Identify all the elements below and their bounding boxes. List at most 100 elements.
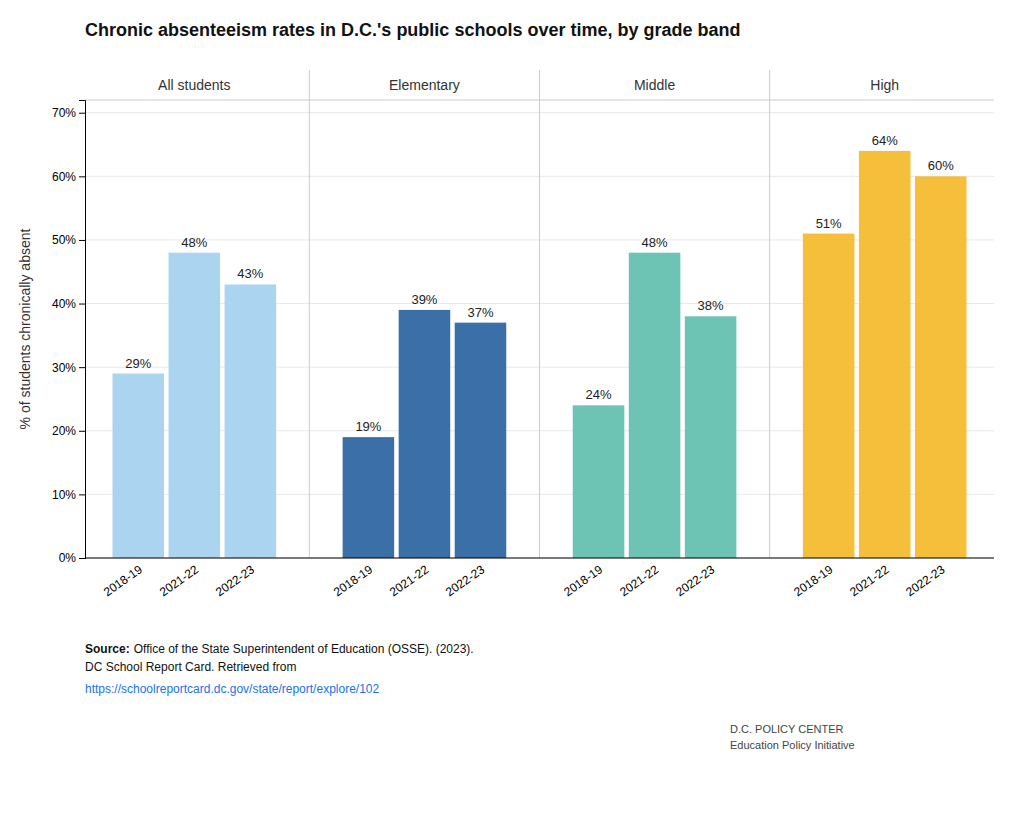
bar xyxy=(629,253,681,558)
group-divider xyxy=(309,70,310,558)
y-axis-title: % of students chronically absent xyxy=(17,229,33,430)
y-tick: 60% xyxy=(52,170,85,184)
y-tick-label: 20% xyxy=(52,424,76,438)
y-tick: 0% xyxy=(59,551,85,565)
x-tick: 2021-22 xyxy=(847,562,891,599)
bar xyxy=(112,374,164,558)
x-tick: 2022-23 xyxy=(443,562,487,599)
x-tick-label: 2022-23 xyxy=(673,562,717,599)
y-tick-mark xyxy=(79,558,85,559)
data-label: 48% xyxy=(642,235,668,250)
group-label: Middle xyxy=(634,77,675,93)
x-tick: 2021-22 xyxy=(617,562,661,599)
y-tick: 50% xyxy=(52,233,85,247)
group-divider xyxy=(539,70,540,558)
top-line xyxy=(85,100,994,101)
data-label: 51% xyxy=(816,216,842,231)
x-tick: 2022-23 xyxy=(673,562,717,599)
y-axis: 0% 10% 20% 30% 40% 50% 60% 70% xyxy=(52,101,86,566)
source-text: DC School Report Card. Retrieved from xyxy=(85,660,296,674)
bar-group xyxy=(803,151,967,558)
logo-text: D.C. POLICY CENTER xyxy=(730,723,844,735)
grid-line xyxy=(85,558,994,559)
source-text: Office of the State Superintendent of Ed… xyxy=(134,642,474,656)
y-tick-mark xyxy=(79,240,85,241)
source-label: Source: xyxy=(85,642,130,656)
bar xyxy=(573,405,625,558)
x-tick-label: 2021-22 xyxy=(617,562,661,599)
x-tick: 2022-23 xyxy=(213,562,257,599)
y-tick-mark xyxy=(79,367,85,368)
x-tick-label: 2018-19 xyxy=(561,562,605,599)
x-tick-label: 2018-19 xyxy=(101,562,145,599)
bar-group xyxy=(112,253,276,558)
y-tick-mark xyxy=(79,304,85,305)
y-tick-label: 30% xyxy=(52,361,76,375)
y-tick-label: 0% xyxy=(59,551,77,565)
x-tick-label: 2021-22 xyxy=(847,562,891,599)
data-label: 38% xyxy=(698,298,724,313)
y-tick-label: 50% xyxy=(52,233,76,247)
data-label: 48% xyxy=(181,235,207,250)
x-tick: 2021-22 xyxy=(387,562,431,599)
x-tick-label: 2021-22 xyxy=(387,562,431,599)
data-label: 29% xyxy=(125,356,151,371)
x-tick: 2021-22 xyxy=(157,562,201,599)
y-tick: 30% xyxy=(52,361,85,375)
x-tick-label: 2022-23 xyxy=(443,562,487,599)
y-tick-label: 60% xyxy=(52,170,76,184)
bar xyxy=(915,176,967,558)
x-tick-label: 2018-19 xyxy=(791,562,835,599)
data-label: 64% xyxy=(872,133,898,148)
bar xyxy=(399,310,451,558)
y-tick: 20% xyxy=(52,424,85,438)
plot: 29% 48% 43% 19% 39% 37% 24% 48% 38% 51% 64% 60% All … xyxy=(17,70,994,599)
x-tick: 2018-19 xyxy=(101,562,145,599)
y-tick: 10% xyxy=(52,488,85,502)
bar xyxy=(685,316,737,558)
x-axis-line xyxy=(85,558,994,559)
data-label: 37% xyxy=(467,305,493,320)
y-tick-label: 10% xyxy=(52,488,76,502)
data-label: 60% xyxy=(928,158,954,173)
x-tick: 2018-19 xyxy=(791,562,835,599)
dividers xyxy=(85,70,994,558)
x-axis: 2018-19 2021-22 2022-23 xyxy=(101,562,257,599)
x-tick-label: 2022-23 xyxy=(213,562,257,599)
y-tick: 40% xyxy=(52,297,85,311)
chart: Chronic absenteeism rates in D.C.'s publ… xyxy=(0,0,1024,818)
bar xyxy=(803,234,855,558)
y-tick-mark xyxy=(79,494,85,495)
x-axis: 2018-19 2021-22 2022-23 xyxy=(791,562,947,599)
y-tick-label: 70% xyxy=(52,106,76,120)
data-label: 19% xyxy=(355,419,381,434)
x-tick: 2022-23 xyxy=(903,562,947,599)
bar xyxy=(343,437,395,558)
bar-group xyxy=(343,310,507,558)
source-url: https://schoolreportcard.dc.gov/state/re… xyxy=(85,682,379,696)
bar xyxy=(225,284,277,558)
data-labels: 29% 48% 43% 19% 39% 37% 24% 48% 38% 51% 64% 60% xyxy=(125,133,954,434)
bars xyxy=(112,151,966,558)
x-tick-label: 2021-22 xyxy=(157,562,201,599)
group-label: All students xyxy=(158,77,230,93)
x-axis: 2018-19 2021-22 2022-23 xyxy=(331,562,487,599)
y-tick: 70% xyxy=(52,106,85,120)
data-label: 39% xyxy=(411,292,437,307)
bar xyxy=(455,323,507,558)
group-divider xyxy=(769,70,770,558)
x-tick: 2018-19 xyxy=(561,562,605,599)
bar xyxy=(859,151,911,558)
bar-group xyxy=(573,253,737,558)
title: Chronic absenteeism rates in D.C.'s publ… xyxy=(85,20,740,40)
y-tick-mark xyxy=(79,431,85,432)
y-axis-line xyxy=(79,101,86,559)
group-labels: All students Elementary Middle High xyxy=(158,77,899,93)
y-tick-mark xyxy=(79,176,85,177)
data-label: 24% xyxy=(586,387,612,402)
group-label: Elementary xyxy=(389,77,460,93)
x-tick: 2018-19 xyxy=(331,562,375,599)
data-label: 43% xyxy=(237,266,263,281)
logo-text: Education Policy Initiative xyxy=(730,739,855,751)
group-label: High xyxy=(870,77,899,93)
